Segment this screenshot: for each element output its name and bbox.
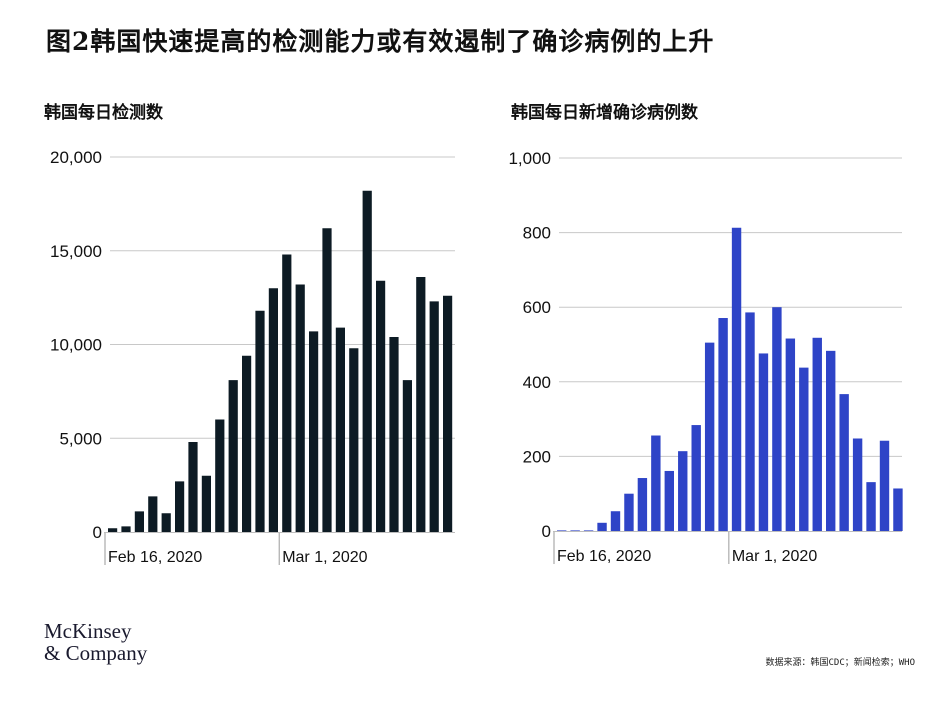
bar [879,440,890,531]
bar [637,478,648,531]
bar [651,435,661,531]
y-tick-label: 400 [523,373,551,392]
y-tick-label: 20,000 [50,148,102,167]
bar [597,522,607,531]
bar [121,526,131,532]
tests-chart-title: 韩国每日检测数 [44,103,163,123]
y-tick-label: 15,000 [50,242,102,261]
bar [799,367,809,531]
bar [362,190,372,532]
bar [349,348,359,532]
bar [443,295,453,532]
bar [429,301,439,532]
bar [812,337,822,531]
logo-line-1: McKinsey [44,619,132,643]
bar [215,419,225,532]
bar [785,338,796,531]
bar [610,511,621,531]
bar [335,327,345,532]
bar [268,288,278,532]
bar [188,442,198,532]
bar [893,488,903,531]
bar [389,337,399,532]
bar [826,350,836,531]
bar [583,530,594,531]
bar [678,451,688,531]
bar [839,394,849,531]
bar [201,475,211,532]
bar [704,342,715,531]
bar [731,227,742,531]
bar [376,280,386,532]
bar [624,493,634,531]
y-tick-label: 0 [93,523,102,542]
bar [664,470,674,531]
y-tick-label: 10,000 [50,336,102,355]
bar [322,228,332,532]
y-tick-label: 1,000 [508,149,551,168]
figure-title: 图2韩国快速提高的检测能力或有效遏制了确诊病例的上升 [46,27,715,56]
bar [402,380,412,532]
bar [557,530,567,531]
bar [852,438,863,531]
y-tick-label: 600 [523,298,551,317]
bar [295,284,305,532]
bar [161,513,171,532]
bar [718,318,728,531]
y-tick-label: 0 [542,522,551,541]
bar [309,331,319,532]
x-marker-label: Mar 1, 2020 [282,549,367,566]
y-tick-label: 200 [523,447,551,466]
bar [416,277,426,532]
bar [745,312,755,531]
x-marker-label: Feb 16, 2020 [108,549,202,566]
y-tick-label: 800 [523,224,551,243]
bar [134,511,144,532]
bar [282,254,292,532]
bar [691,425,701,531]
cases-chart-title: 韩国每日新增确诊病例数 [511,103,698,123]
source-note: 数据来源：韩国CDC；新闻检索；WHO [765,658,915,668]
bar [772,307,782,531]
bar [758,353,769,531]
x-marker-label: Mar 1, 2020 [732,548,817,565]
x-marker-label: Feb 16, 2020 [557,548,651,565]
bar [866,482,876,531]
logo-line-2: & Company [44,641,148,665]
mckinsey-logo: McKinsey & Company [44,620,147,664]
bar [148,496,158,532]
y-tick-label: 5,000 [59,429,102,448]
bar [255,310,265,532]
bar [570,530,580,531]
bar [228,380,238,532]
bar [242,355,252,532]
bar [175,481,185,532]
bar [108,528,118,532]
